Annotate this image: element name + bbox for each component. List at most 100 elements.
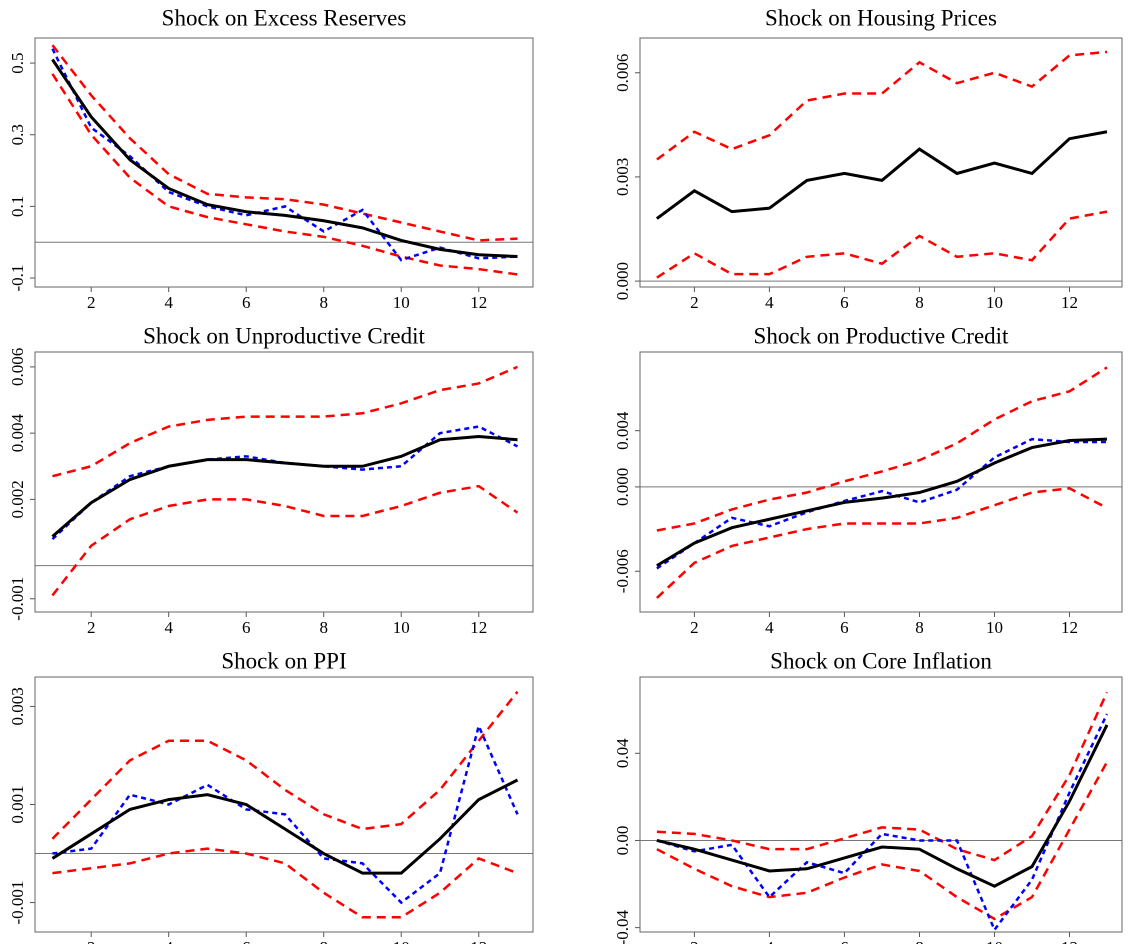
x-tick-label: 2 [87,938,96,944]
y-tick-label: -0.001 [8,577,27,621]
x-tick-label: 8 [319,618,328,637]
series-line [51,778,519,875]
y-tick-label: 0.000 [613,262,632,300]
series-line [51,44,518,242]
series-line [656,691,1109,862]
x-tick-label: 2 [87,293,96,312]
series-line [656,437,1108,567]
x-tick-label: 10 [986,293,1003,312]
x-tick-label: 2 [690,938,699,944]
x-tick-label: 4 [164,293,173,312]
plot-area [51,365,519,597]
x-tick-label: 6 [242,618,251,637]
series-line [656,50,1108,161]
panel-title: Shock on Productive Credit [754,323,1009,348]
x-tick-label: 10 [986,938,1003,944]
series-line [52,365,518,478]
series-line [51,425,519,541]
x-tick-label: 4 [164,618,173,637]
panel: Shock on Housing Prices 2 4 6 8 10 12 0.000 0.00… [613,5,1123,312]
x-tick-label: 4 [164,938,173,944]
y-tick-label: 0.1 [8,196,27,217]
series-line [52,722,519,905]
series-line [51,58,518,259]
panel-title: Shock on Housing Prices [765,5,997,30]
x-tick-label: 12 [470,938,487,944]
y-tick-label: -0.006 [613,549,632,593]
series-line [51,48,518,262]
x-tick-label: 12 [470,293,487,312]
x-tick-label: 8 [319,293,328,312]
x-tick-label: 12 [470,618,487,637]
panel-title: Shock on Unproductive Credit [143,323,425,348]
x-tick-label: 10 [393,938,410,944]
y-tick-label: 0.04 [613,738,632,768]
series-line [656,210,1108,279]
plot-area [656,366,1108,599]
series-line [51,690,519,840]
x-tick-label: 6 [840,618,849,637]
x-tick-label: 6 [840,293,849,312]
series-line [51,73,518,276]
plot-frame [639,676,1123,933]
x-tick-label: 10 [986,618,1003,637]
x-tick-label: 8 [319,938,328,944]
series-line [656,487,1108,599]
y-tick-label: 0.003 [8,687,27,725]
x-tick-label: 8 [915,938,924,944]
plot-area [51,44,518,276]
plot-frame [34,676,534,933]
y-tick-label: 0.000 [613,468,632,506]
x-tick-label: 12 [1061,938,1078,944]
y-tick-label: 0.001 [8,785,27,823]
y-tick-label: 0.002 [8,480,27,518]
y-tick-label: 0.006 [8,348,27,386]
x-tick-label: 6 [242,938,251,944]
x-tick-label: 4 [765,293,774,312]
y-tick-label: 0.5 [8,52,27,73]
series-line [52,847,518,919]
y-tick-label: 0.3 [8,124,27,145]
plot-area [656,691,1109,932]
series-line [655,130,1108,220]
y-tick-label: 0.004 [613,411,632,450]
y-tick-label: -0.1 [8,265,27,292]
x-tick-label: 12 [1061,618,1078,637]
panel: Shock on PPI 2 4 6 8 10 12 -0.001 0.001 0.003 [8,648,534,944]
plot-frame [34,37,534,288]
series-line [656,366,1108,532]
x-tick-label: 6 [840,938,849,944]
plot-frame [34,351,534,613]
panel-title: Shock on Core Inflation [770,648,992,673]
y-tick-label: 0.00 [613,826,632,856]
y-tick-label: 0.004 [8,414,27,453]
series-line [656,761,1109,921]
series-line [656,724,1109,888]
x-tick-label: 2 [87,618,96,637]
y-tick-label: 0.003 [613,158,632,196]
plot-area [51,690,519,919]
x-tick-label: 4 [765,938,774,944]
x-tick-label: 4 [765,618,774,637]
x-tick-label: 6 [242,293,251,312]
y-tick-label: -0.04 [613,909,632,944]
series-line [656,437,1107,570]
x-tick-label: 8 [915,293,924,312]
panel-title: Shock on PPI [221,648,346,673]
panel: Shock on Excess Reserves 2 4 6 8 10 12 -0.1 0.1 0… [8,5,534,312]
panel: Shock on Productive Credit 2 4 6 8 10 12 -0.006… [613,323,1123,637]
x-tick-label: 2 [690,293,699,312]
x-tick-label: 10 [393,618,410,637]
plot-frame [639,37,1123,288]
plot-area [655,50,1108,279]
panel-title: Shock on Excess Reserves [162,5,407,30]
series-line [51,434,518,538]
x-tick-label: 10 [393,293,410,312]
plot-frame [639,351,1123,613]
x-tick-label: 2 [690,618,699,637]
x-tick-label: 12 [1061,293,1078,312]
series-line [51,484,519,597]
panel: Shock on Unproductive Credit 2 4 6 8 10 12 -0.0… [8,323,534,637]
panel: Shock on Core Inflation 2 4 6 8 10 12 -0.04 0.00… [613,648,1123,944]
